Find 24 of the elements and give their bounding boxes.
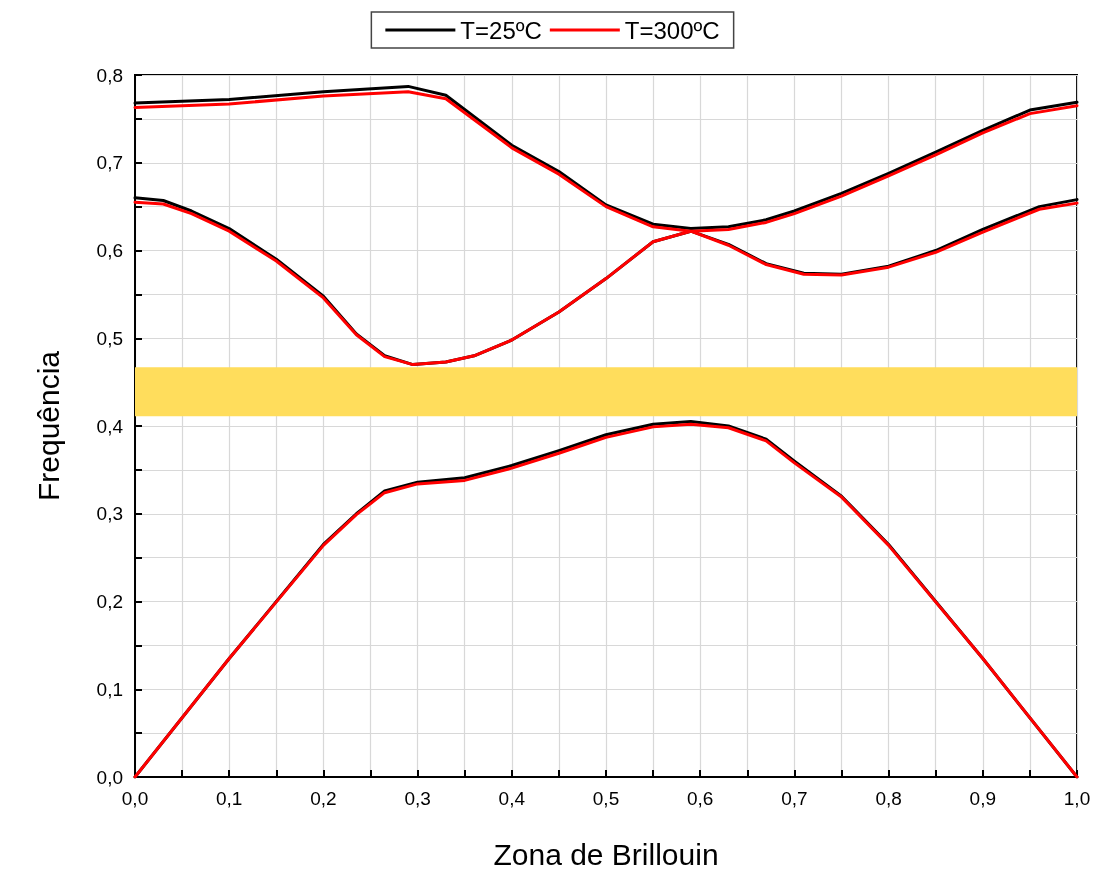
x-axis-title: Zona de Brillouin <box>493 837 719 871</box>
x-tick-label: 0,5 <box>592 788 620 809</box>
x-tick-label: 0,1 <box>215 788 243 809</box>
x-tick-label: 0,4 <box>498 788 526 809</box>
legend-label: T=300ºC <box>624 16 720 44</box>
y-tick-label: 0,2 <box>96 591 123 612</box>
x-tick-label: 0,8 <box>875 788 902 809</box>
y-tick-label: 0,3 <box>96 503 123 525</box>
y-tick-label: 0,1 <box>96 678 123 700</box>
y-tick-label: 0,5 <box>96 327 123 349</box>
y-tick-label: 0,4 <box>96 415 124 437</box>
x-tick-label: 0,6 <box>686 788 714 809</box>
y-tick-label: 0,0 <box>96 766 123 788</box>
x-tick-label: 0,3 <box>404 788 431 809</box>
x-tick-label: 0,0 <box>121 788 149 809</box>
legend-label: T=25ºC <box>460 16 542 44</box>
y-tick-label: 0,7 <box>96 152 123 174</box>
x-tick-label: 1,0 <box>1063 788 1091 809</box>
y-tick-label: 0,6 <box>96 240 123 261</box>
y-axis-title: Frequência <box>31 350 65 502</box>
y-tick-label: 0,8 <box>96 64 123 86</box>
x-tick-label: 0,7 <box>781 788 808 809</box>
x-tick-label: 0,9 <box>969 788 997 809</box>
x-tick-label: 0,2 <box>310 788 337 809</box>
